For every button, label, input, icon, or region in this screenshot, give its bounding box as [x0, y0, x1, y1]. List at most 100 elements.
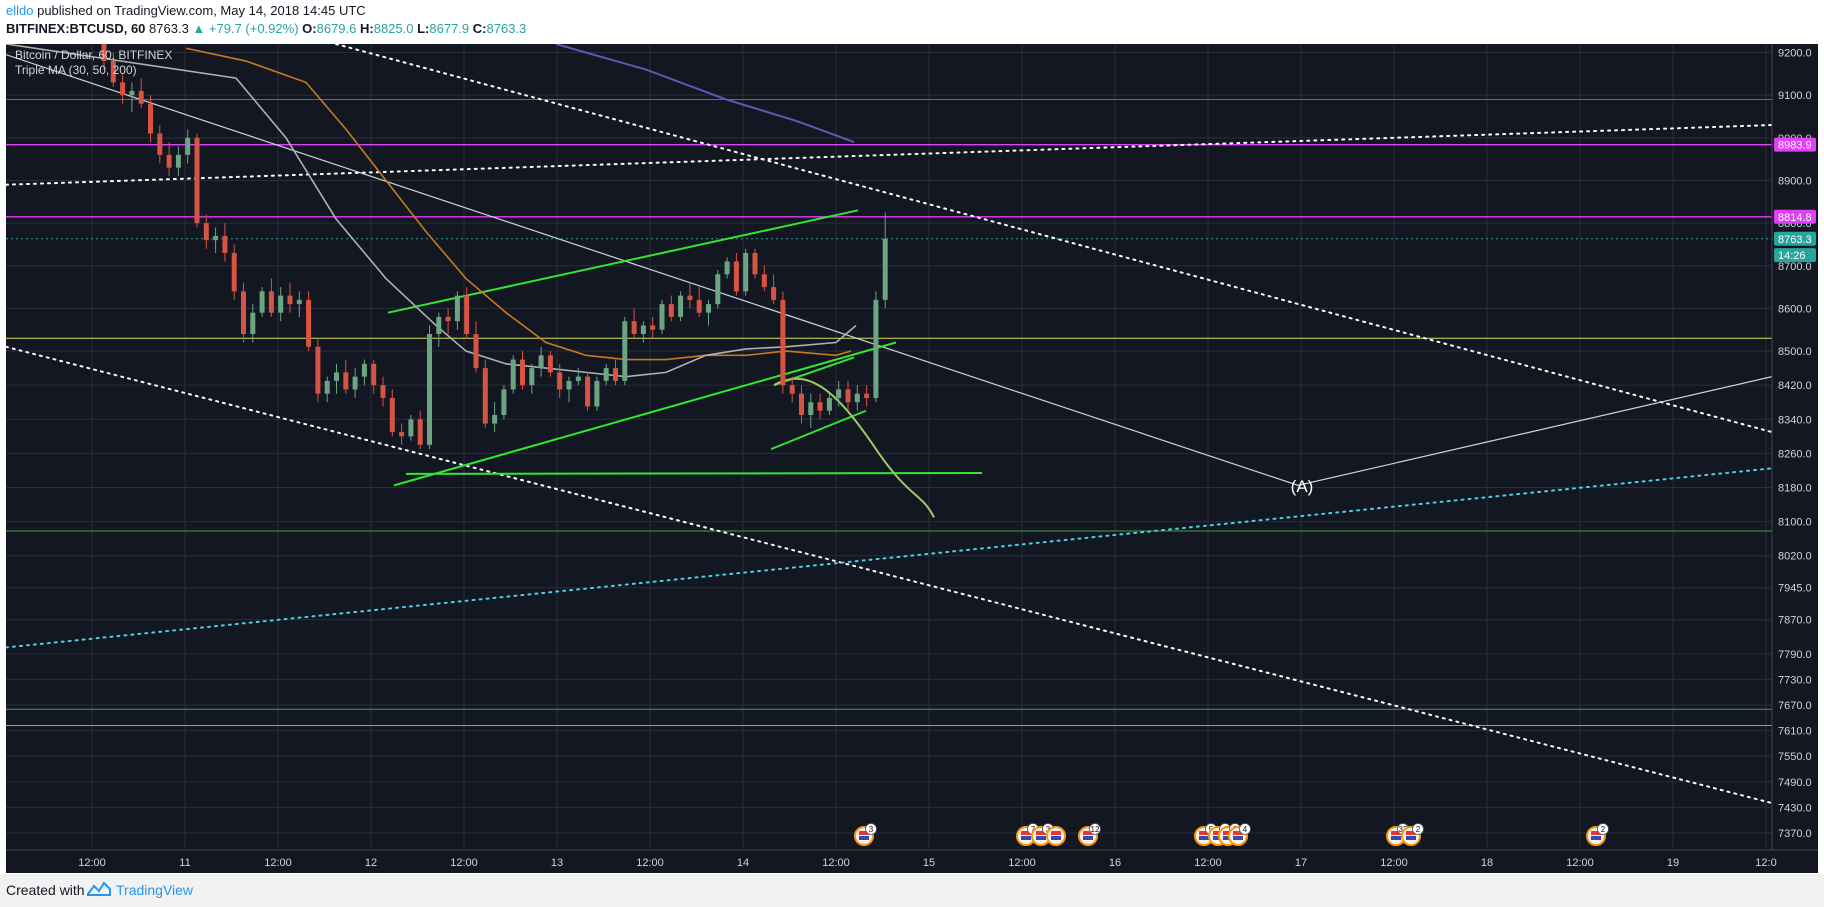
candle	[482, 359, 488, 428]
candle-body	[334, 372, 339, 381]
candle	[678, 291, 684, 322]
event-flag-stripe	[1233, 831, 1243, 835]
candle	[845, 380, 851, 411]
candle-body	[585, 376, 591, 407]
candle	[696, 287, 702, 317]
high-label: H:	[360, 21, 374, 36]
event-flag-stripe	[859, 831, 869, 835]
price-labels: 8983.9 8814.8 8763.3 14:26	[1774, 137, 1816, 263]
candle-body	[864, 393, 870, 398]
tradingview-logo-icon[interactable]	[86, 880, 112, 898]
event-flag-stripe	[1223, 831, 1233, 835]
event-flag-stripe	[1391, 831, 1401, 835]
candle-body	[399, 432, 405, 437]
event-flag-stripe	[1199, 836, 1209, 840]
candle-body	[743, 252, 749, 292]
candle	[287, 282, 293, 313]
ma-30-line	[6, 44, 857, 378]
event-count-text: 2	[1416, 825, 1421, 834]
y-tick-label: 7790.0	[1778, 649, 1812, 661]
event-flag-stripe	[1036, 831, 1046, 835]
dotted-lower-line	[6, 345, 1773, 805]
candle	[817, 393, 823, 420]
candle-body	[268, 291, 274, 313]
ohlc-line: BITFINEX:BTCUSD, 60 8763.3 ▲ +79.7 (+0.9…	[6, 21, 526, 36]
x-axis-ticks: 12:00 11 12:00 12 12:00 13 12:00 14 12:00 15 12:00…	[78, 857, 1776, 869]
candle-body	[733, 261, 739, 292]
x-tick-label: 12:00	[1566, 857, 1594, 869]
candle	[427, 325, 432, 450]
candle	[110, 52, 116, 87]
candle	[306, 291, 312, 352]
event-flag-icon: 3	[854, 823, 877, 846]
candle	[520, 351, 525, 390]
candle-body	[650, 325, 656, 330]
event-flag-stripe	[1223, 836, 1233, 840]
author-link[interactable]: elldo	[6, 3, 34, 18]
price-change: ▲ +79.7 (+0.92%)	[192, 21, 299, 36]
x-tick-label: 12	[365, 857, 377, 869]
candle-body	[715, 274, 721, 305]
created-with-text: Created with	[6, 882, 85, 898]
candle-body	[371, 363, 377, 386]
candle-body	[687, 295, 693, 300]
green-channel-lower	[393, 341, 897, 487]
candle-body	[613, 368, 618, 381]
high-value: 8825.0	[373, 21, 414, 36]
candle-body	[826, 397, 832, 411]
dotted-support-line	[6, 467, 1773, 649]
candle-body	[101, 44, 107, 62]
y-tick-label: 7730.0	[1778, 674, 1812, 686]
candle	[789, 376, 795, 403]
event-flag-stripe	[1591, 836, 1601, 840]
candles	[101, 44, 888, 450]
candle-body	[380, 385, 386, 398]
candle-body	[129, 90, 135, 96]
price-axis[interactable]	[1772, 44, 1818, 873]
dotted-resistance-line	[6, 124, 1773, 186]
candle	[399, 423, 405, 445]
ma-200-line	[555, 44, 855, 144]
tradingview-link[interactable]: TradingView	[116, 882, 194, 898]
candle-body	[259, 291, 265, 313]
event-flag-stripe	[1051, 836, 1061, 840]
candle-body	[120, 82, 126, 96]
event-count-text: 2	[1601, 825, 1606, 834]
ma-50-line	[185, 47, 852, 361]
price-label-box	[1774, 209, 1816, 224]
candle-body	[817, 402, 823, 411]
projection-path-line	[6, 54, 1773, 487]
candle-body	[389, 397, 395, 433]
candle	[417, 410, 423, 450]
event-flag-icon: 12	[1078, 823, 1101, 846]
candle-body	[408, 419, 414, 437]
candle	[250, 304, 256, 343]
last-price: 8763.3	[149, 21, 189, 36]
candle-body	[668, 304, 674, 317]
candle-body	[696, 299, 702, 313]
event-count-badge	[1412, 823, 1424, 835]
green-support-line	[405, 472, 983, 475]
event-flag-icon	[1046, 826, 1066, 846]
candle	[268, 278, 274, 317]
candle	[780, 291, 786, 394]
event-count-text: 33	[1399, 825, 1408, 834]
candle	[129, 82, 135, 113]
candle-body	[771, 287, 777, 300]
event-count-text: 3	[869, 825, 874, 834]
dotted-downtrend-line	[335, 44, 1773, 434]
y-tick-label: 9200.0	[1778, 48, 1812, 60]
candle-body	[631, 321, 637, 334]
candle	[175, 146, 181, 177]
candle	[613, 359, 618, 386]
candle	[222, 223, 228, 262]
event-count-text: 7	[1031, 825, 1036, 834]
y-tick-label: 7370.0	[1778, 828, 1812, 840]
candle-body	[789, 385, 795, 394]
price-chart[interactable]: 3731254343322 9200.09100.09000.08900.088…	[6, 44, 1818, 873]
y-tick-label: 7610.0	[1778, 726, 1812, 738]
event-count-text: 3	[1046, 825, 1051, 834]
y-tick-label: 8340.0	[1778, 414, 1812, 426]
candle	[492, 402, 498, 433]
event-count-badge	[1239, 823, 1251, 835]
